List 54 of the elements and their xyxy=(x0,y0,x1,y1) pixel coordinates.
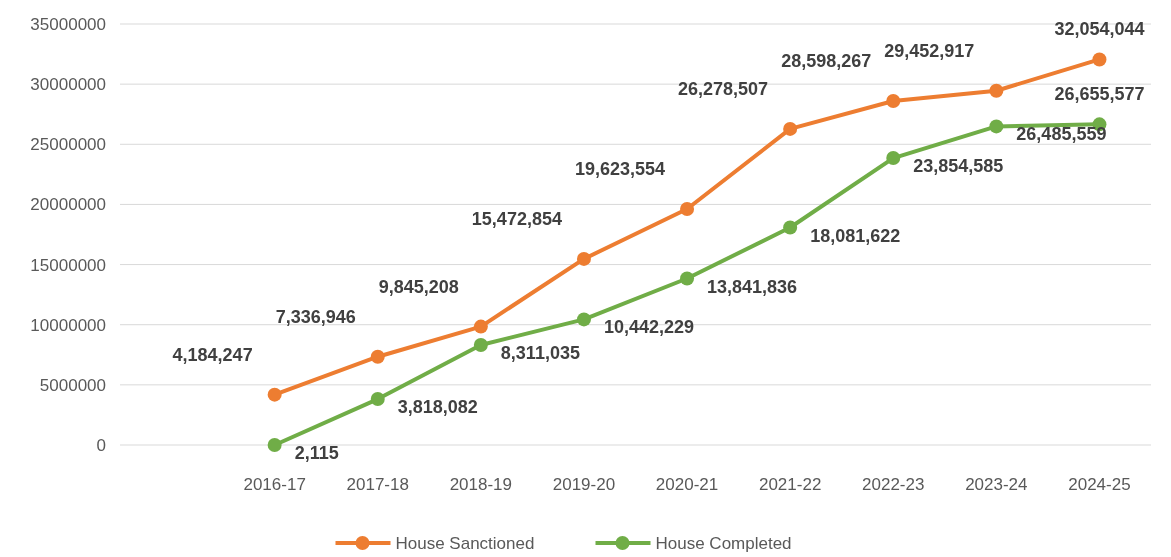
data-label: 7,336,946 xyxy=(275,306,356,327)
data-label: 26,485,559 xyxy=(1016,124,1107,145)
point xyxy=(473,319,488,334)
point xyxy=(680,271,695,286)
point xyxy=(267,387,282,402)
y-tick-label: 30000000 xyxy=(30,75,106,95)
point xyxy=(576,251,591,266)
data-label: 32,054,044 xyxy=(1054,19,1145,40)
point xyxy=(783,220,798,235)
point xyxy=(576,312,591,327)
y-tick-label: 25000000 xyxy=(30,135,106,155)
point xyxy=(370,392,385,407)
point xyxy=(989,119,1004,134)
y-tick-label: 10000000 xyxy=(30,315,106,335)
x-tick-label: 2016-17 xyxy=(243,475,306,494)
point xyxy=(680,201,695,216)
data-label: 18,081,622 xyxy=(810,225,901,246)
point xyxy=(473,338,488,353)
data-label: 13,841,836 xyxy=(707,276,798,297)
x-tick-label: 2019-20 xyxy=(552,475,616,494)
x-tick-label: 2020-21 xyxy=(655,475,719,494)
data-label: 19,623,554 xyxy=(574,158,666,179)
data-label: 10,442,229 xyxy=(603,317,695,338)
legend-label: House Completed xyxy=(655,533,792,553)
data-label: 26,278,507 xyxy=(678,78,769,99)
point xyxy=(370,349,385,364)
y-tick-label: 15000000 xyxy=(30,255,106,275)
x-tick-label: 2018-19 xyxy=(449,475,513,494)
data-label: 8,311,035 xyxy=(500,343,580,364)
data-label: 15,472,854 xyxy=(471,208,562,229)
data-label: 29,452,917 xyxy=(884,40,975,61)
data-label: 28,598,267 xyxy=(781,51,872,71)
point xyxy=(783,121,798,136)
y-tick-label: 35000000 xyxy=(30,14,106,34)
x-tick-label: 2024-25 xyxy=(1068,475,1131,494)
point xyxy=(989,83,1004,98)
data-label: 9,845,208 xyxy=(378,276,459,297)
point xyxy=(267,437,282,452)
point xyxy=(1092,52,1107,67)
point xyxy=(886,151,901,166)
x-tick-label: 2021-22 xyxy=(758,475,822,494)
y-tick-label: 0 xyxy=(96,435,106,455)
legend-label: House Sanctioned xyxy=(395,533,535,553)
data-label: 26,655,577 xyxy=(1054,84,1145,105)
data-label: 3,818,082 xyxy=(397,397,478,418)
data-label: 4,184,247 xyxy=(172,344,253,365)
y-tick-label: 5000000 xyxy=(39,375,106,395)
data-label: 2,115 xyxy=(294,442,339,463)
point xyxy=(886,94,901,108)
x-tick-label: 2017-18 xyxy=(346,475,409,494)
y-tick-label: 20000000 xyxy=(30,195,106,215)
x-tick-label: 2023-24 xyxy=(965,475,1028,494)
data-label: 23,854,585 xyxy=(913,156,1004,177)
x-tick-label: 2022-23 xyxy=(862,475,925,494)
